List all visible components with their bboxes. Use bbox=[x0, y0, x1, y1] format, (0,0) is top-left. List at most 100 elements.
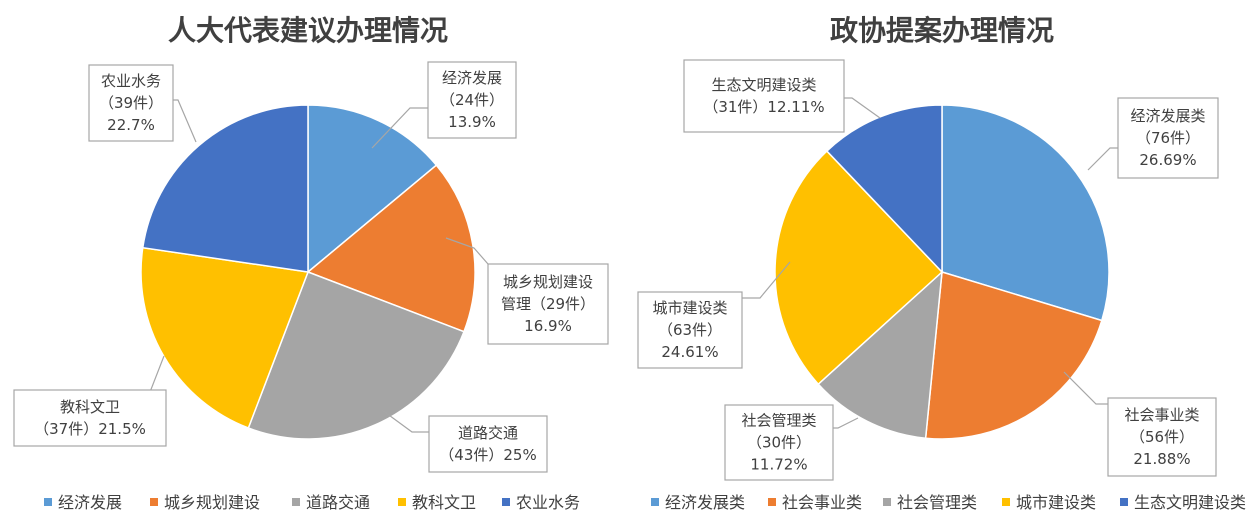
data-label-3: 社会管理类 （30件） 11.72% bbox=[724, 404, 859, 481]
data-label-text: 11.72% bbox=[750, 456, 807, 474]
callout-box bbox=[88, 64, 174, 142]
data-label-4: 城市建设类 （63件） 24.61% bbox=[637, 261, 791, 369]
leader-line bbox=[742, 261, 791, 299]
legend-item-1: 经济发展类 bbox=[651, 493, 745, 512]
pie-chart-1: 人大代表建议办理情况经济发展（24件）13.9%城乡规划建设管理（29件）16.… bbox=[13, 14, 609, 512]
legend-swatch bbox=[1002, 498, 1010, 506]
legend-item-4: 城市建设类 bbox=[1002, 493, 1096, 512]
legend-swatch bbox=[398, 498, 406, 506]
legend-item-1: 经济发展 bbox=[44, 493, 122, 512]
data-label-text: 社会管理类 bbox=[741, 412, 816, 430]
pie-slice-5 bbox=[825, 104, 943, 274]
callout-box bbox=[683, 59, 845, 133]
pie-slice-3 bbox=[247, 271, 465, 440]
callout-box bbox=[427, 61, 517, 139]
data-label-1: 经济发展类 （76件） 26.69% bbox=[1087, 97, 1219, 179]
data-label-4: 教科文卫 （37件）21.5% bbox=[13, 355, 167, 447]
callout-box bbox=[1107, 397, 1217, 477]
pie-slice-4 bbox=[774, 149, 944, 386]
data-label-text: 21.88% bbox=[1133, 450, 1190, 468]
legend-label: 城市建设类 bbox=[1016, 493, 1096, 512]
data-label-text: （30件） bbox=[747, 434, 811, 452]
legend-item-3: 社会管理类 bbox=[883, 493, 977, 512]
legend-swatch bbox=[651, 498, 659, 506]
legend-label: 社会事业类 bbox=[782, 493, 862, 512]
callout-box bbox=[428, 415, 548, 473]
leader-line bbox=[833, 417, 859, 429]
legend-swatch bbox=[502, 498, 510, 506]
data-label-text: 城市建设类 bbox=[652, 299, 727, 317]
legend-label: 教科文卫 bbox=[412, 493, 476, 512]
legend-swatch bbox=[1120, 498, 1128, 506]
data-label-text: 社会事业类 bbox=[1124, 406, 1199, 424]
data-label-text: 城乡规划建设 bbox=[503, 273, 593, 291]
callout-box bbox=[487, 263, 609, 345]
pie-slice-2 bbox=[924, 271, 1103, 440]
callout-box bbox=[13, 389, 167, 447]
data-label-text: （31件）12.11% bbox=[703, 98, 824, 116]
leader-line bbox=[844, 97, 881, 119]
data-label-text: 道路交通 bbox=[458, 424, 518, 442]
data-label-text: 经济发展类 bbox=[1130, 107, 1205, 125]
leader-line bbox=[1087, 147, 1118, 171]
legend-swatch bbox=[150, 498, 158, 506]
legend-item-5: 生态文明建设类 bbox=[1120, 493, 1246, 512]
pie-slice-1 bbox=[941, 104, 1110, 322]
legend-label: 经济发展类 bbox=[665, 493, 745, 512]
callout-box bbox=[1117, 97, 1219, 179]
data-label-1: 经济发展 （24件） 13.9% bbox=[371, 61, 517, 149]
legend-label: 生态文明建设类 bbox=[1134, 493, 1246, 512]
data-label-text: 26.69% bbox=[1139, 151, 1196, 169]
legend-label: 经济发展 bbox=[58, 493, 122, 512]
data-label-text: （24件） bbox=[440, 91, 504, 109]
legend-item-4: 教科文卫 bbox=[398, 493, 476, 512]
callout-box bbox=[637, 291, 743, 369]
data-label-2: 社会事业类 （56件） 21.88% bbox=[1063, 371, 1217, 477]
legend-swatch bbox=[883, 498, 891, 506]
legend-swatch bbox=[292, 498, 300, 506]
legend-item-2: 城乡规划建设 bbox=[150, 493, 260, 512]
legend-swatch bbox=[768, 498, 776, 506]
legend-item-5: 农业水务 bbox=[502, 493, 580, 512]
leader-line bbox=[445, 237, 489, 265]
legend-label: 道路交通 bbox=[306, 493, 370, 512]
data-label-text: 管理（29件） bbox=[501, 295, 595, 313]
leader-line bbox=[381, 409, 429, 433]
leader-line bbox=[371, 107, 428, 149]
pie-slice-3 bbox=[817, 270, 943, 440]
legend-label: 农业水务 bbox=[516, 493, 580, 512]
leader-line bbox=[173, 99, 197, 143]
data-label-5: 生态文明建设类 （31件）12.11% bbox=[683, 59, 881, 133]
data-label-text: 24.61% bbox=[661, 343, 718, 361]
data-label-5: 农业水务 （39件） 22.7% bbox=[88, 64, 197, 143]
data-label-text: （43件）25% bbox=[439, 446, 536, 464]
legend-item-2: 社会事业类 bbox=[768, 493, 862, 512]
legend-item-3: 道路交通 bbox=[292, 493, 370, 512]
data-label-text: 农业水务 bbox=[101, 72, 161, 90]
callout-box bbox=[724, 404, 834, 481]
pie-slice-1 bbox=[307, 104, 438, 274]
legend-label: 城乡规划建设 bbox=[164, 493, 260, 512]
data-label-text: 教科文卫 bbox=[60, 398, 120, 416]
data-label-text: 经济发展 bbox=[442, 69, 502, 87]
legend-swatch bbox=[44, 498, 52, 506]
leader-line bbox=[1063, 371, 1108, 405]
legend-label: 社会管理类 bbox=[897, 493, 977, 512]
legend: 经济发展 城乡规划建设 道路交通 教科文卫 农业水务 bbox=[44, 493, 580, 512]
data-label-text: （63件） bbox=[658, 321, 722, 339]
data-label-text: 22.7% bbox=[107, 116, 155, 134]
data-label-text: 16.9% bbox=[524, 317, 572, 335]
leader-line bbox=[149, 355, 165, 393]
data-label-text: （37件）21.5% bbox=[34, 420, 146, 438]
chart-title: 人大代表建议办理情况 bbox=[168, 14, 448, 47]
data-label-3: 道路交通 （43件）25% bbox=[381, 409, 548, 473]
pie-slice-2 bbox=[306, 164, 476, 333]
chart-title: 政协提案办理情况 bbox=[830, 14, 1054, 47]
data-label-text: （76件） bbox=[1136, 129, 1200, 147]
data-label-text: （39件） bbox=[99, 94, 163, 112]
data-label-text: （56件） bbox=[1130, 428, 1194, 446]
